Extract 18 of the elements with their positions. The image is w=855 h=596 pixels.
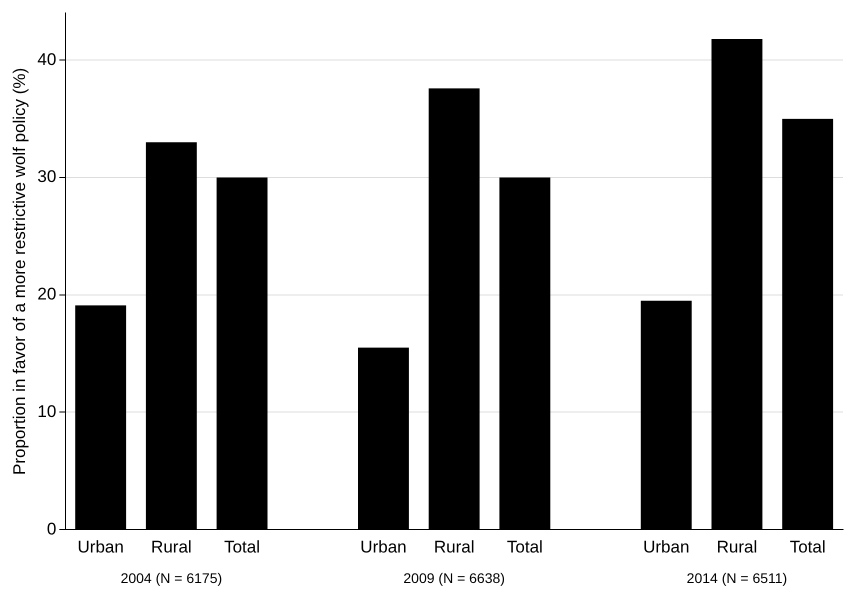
x-tick-label: Urban: [360, 537, 407, 556]
x-tick-label: Total: [224, 537, 260, 556]
text: 2004 (N = 6175): [120, 570, 222, 586]
x-tick-label: Rural: [434, 537, 474, 556]
x-tick-label: Total: [790, 537, 826, 556]
text: 2009 (N = 6638): [403, 570, 505, 586]
x-tick-label: Rural: [151, 537, 192, 556]
y-axis-title: Proportion in favor of a more restrictive wolf policy (%): [10, 68, 29, 475]
y-tick-label: 20: [37, 284, 56, 304]
x-tick-label: Urban: [643, 537, 690, 556]
x-tick-label: Urban: [78, 537, 124, 556]
y-tick-label: 10: [37, 402, 56, 421]
y-tick-label: 40: [37, 50, 56, 69]
x-tick-label: Rural: [716, 537, 758, 556]
x-tick-label: Total: [506, 537, 543, 556]
text: 2014 (N = 6511): [686, 570, 788, 586]
y-tick-label: 30: [37, 167, 56, 186]
y-tick-label: 0: [46, 519, 56, 538]
